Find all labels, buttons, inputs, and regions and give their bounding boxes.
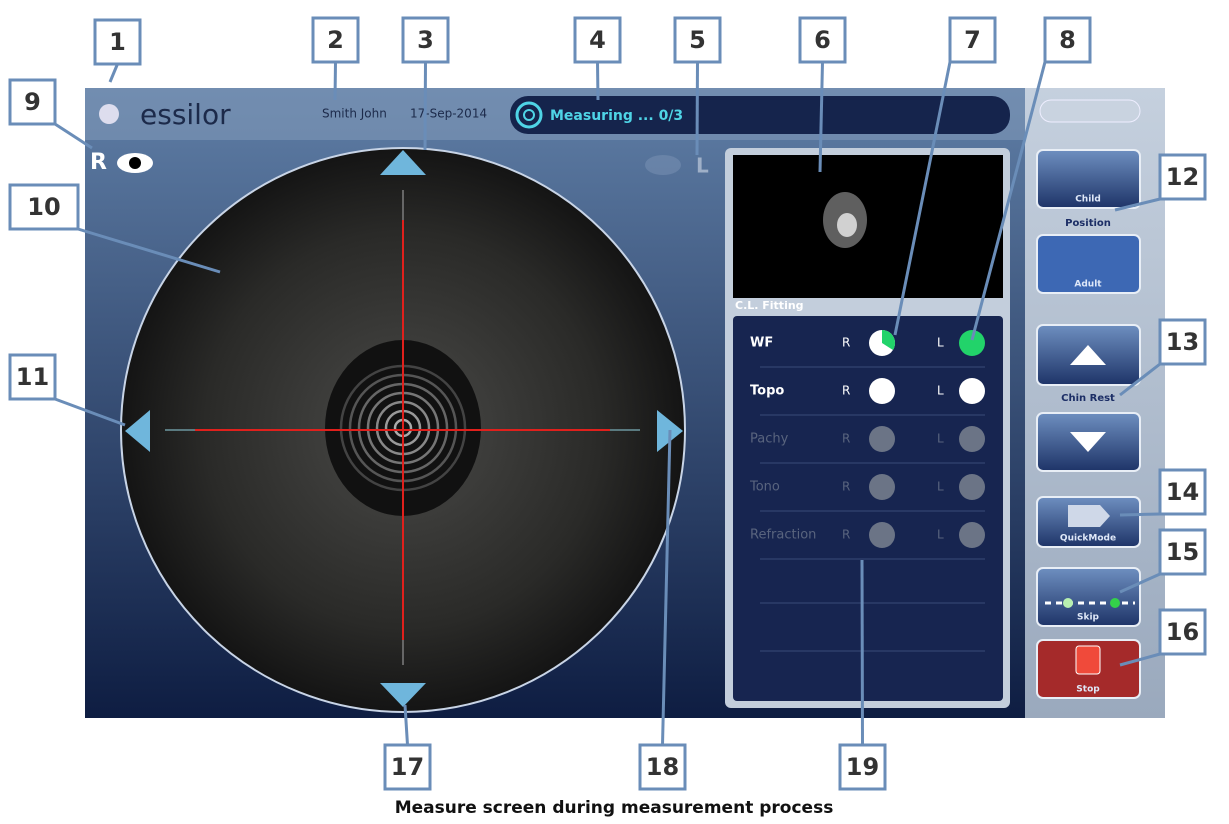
callout-number: 16 (1166, 618, 1199, 646)
right-label: R (842, 432, 850, 446)
callout-line (1120, 514, 1160, 515)
callout-number: 5 (689, 26, 706, 54)
callout-number: 18 (646, 753, 679, 781)
right-label: R (842, 528, 850, 542)
callout-line (598, 62, 599, 100)
callout-line (697, 62, 698, 155)
left-label: L (937, 528, 944, 542)
toggle[interactable] (1040, 100, 1140, 122)
quickmode-button-label: QuickMode (1060, 534, 1116, 544)
left-status (959, 426, 985, 452)
right-label: R (842, 384, 850, 398)
stop-icon (1076, 646, 1100, 674)
page: essilor Smith John 17-Sep-2014 Measuring… (0, 0, 1229, 820)
home-icon[interactable] (99, 104, 119, 124)
callout-number: 19 (846, 753, 879, 781)
caption: Measure screen during measurement proces… (395, 798, 834, 818)
callout-number: 3 (417, 26, 434, 54)
left-status (959, 522, 985, 548)
chin-rest-label: Chin Rest (1061, 393, 1115, 404)
measurement-name: WF (750, 336, 773, 351)
spot-core (837, 213, 857, 237)
callout-line (862, 560, 863, 745)
right-status (869, 426, 895, 452)
callout-number: 10 (27, 193, 60, 221)
callout-number: 17 (391, 753, 424, 781)
left-eye-label: L (696, 154, 709, 178)
right-eye-pupil (129, 157, 141, 169)
callout-number: 2 (327, 26, 344, 54)
callout-number: 9 (24, 88, 41, 116)
callout-line (110, 64, 118, 82)
callout-number: 7 (964, 26, 981, 54)
left-status (959, 474, 985, 500)
callout-number: 11 (16, 363, 49, 391)
left-status (959, 330, 985, 356)
measurement-name: Pachy (750, 432, 789, 447)
status-text: Measuring ... 0/3 (550, 108, 683, 124)
preview-label: C.L. Fitting (735, 299, 804, 312)
callout-number: 4 (589, 26, 606, 54)
wavefront-image (733, 155, 1003, 298)
callout-number: 14 (1166, 478, 1199, 506)
callout-number: 12 (1166, 163, 1199, 191)
measurement-name: Refraction (750, 528, 816, 543)
logo: essilor (140, 98, 231, 131)
callout-line (335, 62, 336, 100)
measurement-table (733, 316, 1003, 701)
right-eye-label: R (90, 150, 107, 175)
left-label: L (937, 384, 944, 398)
position-label: Position (1065, 218, 1111, 229)
callout-number: 1 (109, 28, 126, 56)
left-eye-icon (645, 155, 681, 175)
left-status (959, 378, 985, 404)
callout-number: 8 (1059, 26, 1076, 54)
skip-dot (1110, 598, 1120, 608)
right-status (869, 378, 895, 404)
skip-dot (1063, 598, 1073, 608)
right-status (869, 522, 895, 548)
callout-line (425, 62, 426, 150)
callout-number: 15 (1166, 538, 1199, 566)
right-label: R (842, 480, 850, 494)
child-button-label: Child (1075, 195, 1101, 205)
adult-button-label: Adult (1074, 280, 1102, 290)
exam-date: 17-Sep-2014 (410, 107, 487, 121)
right-label: R (842, 336, 850, 350)
right-status (869, 474, 895, 500)
stop-button-label: Stop (1076, 685, 1100, 695)
left-label: L (937, 336, 944, 350)
left-label: L (937, 480, 944, 494)
skip-button-label: Skip (1077, 613, 1100, 623)
measurement-name: Topo (750, 384, 784, 399)
left-label: L (937, 432, 944, 446)
callout-number: 13 (1166, 328, 1199, 356)
screenshot: essilor Smith John 17-Sep-2014 Measuring… (0, 0, 1229, 820)
patient-name: Smith John (322, 107, 387, 121)
callout-number: 6 (814, 26, 831, 54)
measurement-name: Tono (749, 480, 780, 495)
